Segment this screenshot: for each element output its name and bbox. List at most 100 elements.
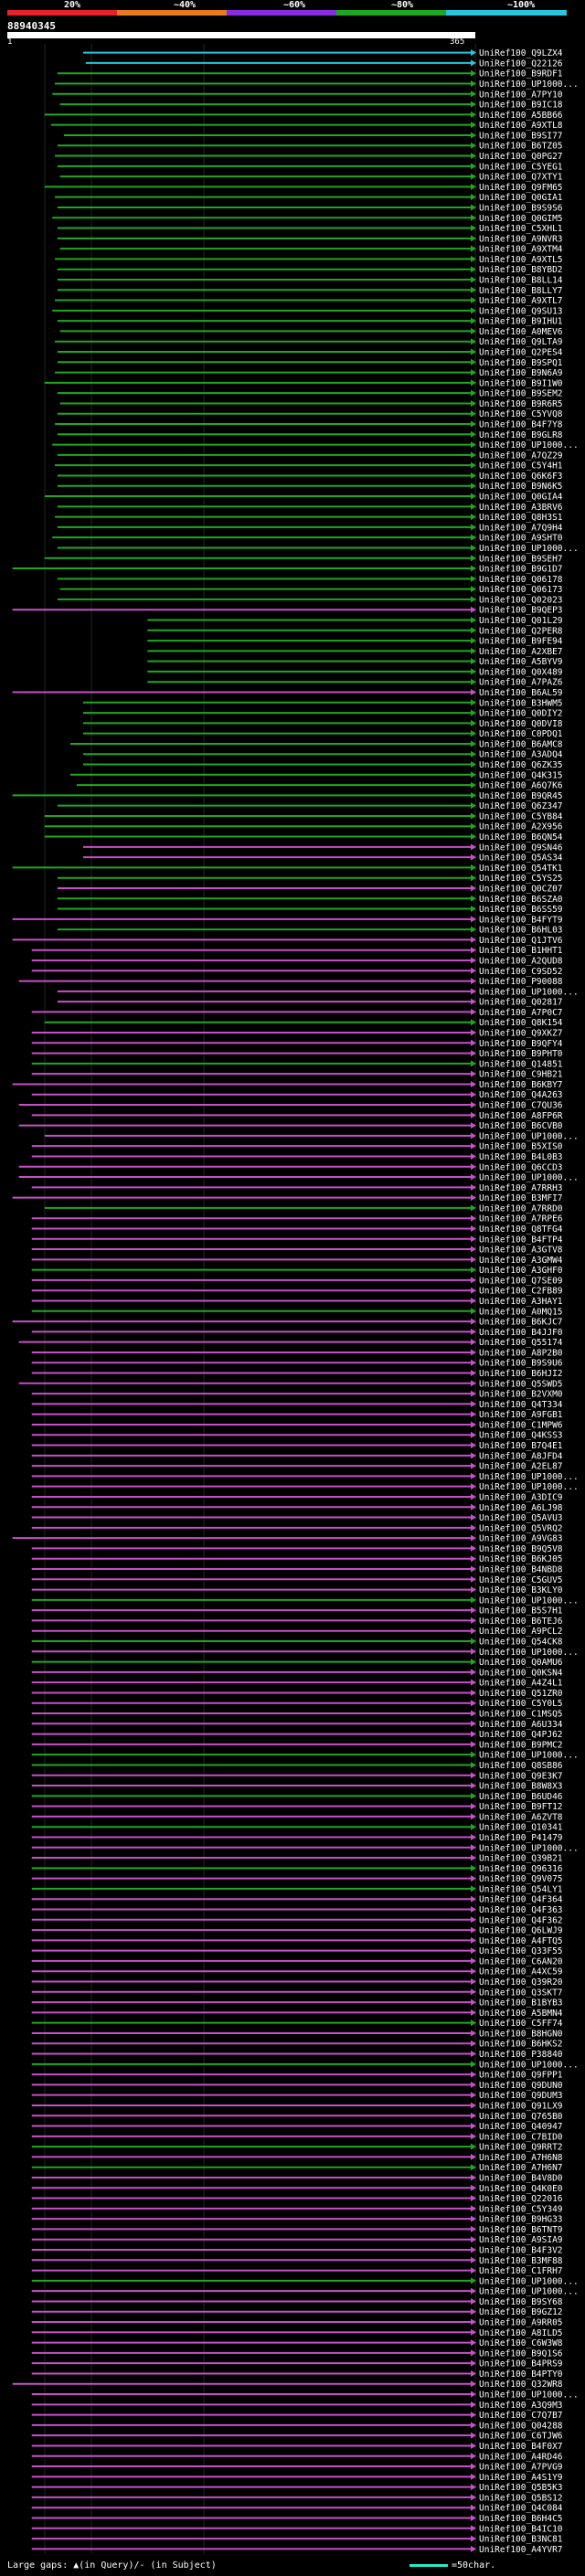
hit-label: UniRef100_B8HGN0 <box>479 2029 563 2039</box>
hit-arrow <box>471 647 476 654</box>
legend-label-60: ~60% <box>283 0 306 10</box>
hit-label: UniRef100_B9PMC2 <box>479 1740 563 1750</box>
hit-arrow <box>471 2267 476 2274</box>
hit-arrow <box>471 235 476 242</box>
hit-arrow <box>471 420 476 428</box>
hit-label: UniRef100_Q9DUM3 <box>479 2091 563 2101</box>
hit-label: UniRef100_Q8TFG4 <box>479 1224 563 1235</box>
hit-arrow <box>471 2401 476 2408</box>
hit-label: UniRef100_A5BB66 <box>479 111 563 121</box>
hit-label: UniRef100_B9SY68 <box>479 2297 563 2307</box>
hit-arrow <box>471 864 476 871</box>
hit-arrow <box>471 1555 476 1563</box>
hit-arrow <box>471 565 476 572</box>
hit-arrow <box>471 2133 476 2140</box>
hit-arrow <box>471 1679 476 1686</box>
hit-label: UniRef100_Q765B0 <box>479 2112 563 2122</box>
hit-label: UniRef100_Q5B5K3 <box>479 2483 563 2493</box>
hit-arrow <box>471 1648 476 1655</box>
hit-arrow <box>471 2318 476 2326</box>
hit-label: UniRef100_Q3SKT7 <box>479 1988 563 1998</box>
hit-label: UniRef100_UP1000... <box>479 544 579 554</box>
legend-bar-cyan <box>446 10 567 16</box>
hit-label: UniRef100_Q4K315 <box>479 770 563 780</box>
hit-arrow <box>471 2019 476 2027</box>
hit-arrow <box>471 286 476 293</box>
hit-arrow <box>471 327 476 334</box>
hit-arrow <box>471 1627 476 1635</box>
hit-label: UniRef100_B8W8X3 <box>479 1782 563 1792</box>
hit-arrow <box>471 1380 476 1387</box>
hit-arrow <box>471 1813 476 1820</box>
hit-label: UniRef100_A7PY10 <box>479 90 563 100</box>
hit-label: UniRef100_Q0GIA4 <box>479 493 563 503</box>
hit-arrow <box>471 503 476 510</box>
hit-arrow <box>471 1978 476 1986</box>
hit-label: UniRef100_Q9RRT2 <box>479 2143 563 2153</box>
hit-arrow <box>471 534 476 541</box>
hit-arrow <box>471 2061 476 2068</box>
hit-arrow <box>471 389 476 397</box>
hit-label: UniRef100_Q5AS34 <box>479 853 563 864</box>
hit-label: UniRef100_Q22126 <box>479 58 563 69</box>
hit-label: UniRef100_Q6ZK35 <box>479 760 563 770</box>
hit-label: UniRef100_Q0PG27 <box>479 152 563 162</box>
hit-arrow <box>471 906 476 913</box>
hit-arrow <box>471 358 476 366</box>
hit-label: UniRef100_Q5AVU3 <box>479 1513 563 1523</box>
hit-label: UniRef100_Q9V075 <box>479 1874 563 1884</box>
hit-arrow <box>471 1370 476 1377</box>
hit-label: UniRef100_B6TNT9 <box>479 2225 563 2235</box>
hit-arrow <box>471 493 476 500</box>
hit-label: UniRef100_B9SI77 <box>479 131 563 141</box>
hit-label: UniRef100_Q4K0E0 <box>479 2184 563 2194</box>
hit-label: UniRef100_Q5SWD5 <box>479 1379 563 1389</box>
hit-label: UniRef100_A3GMW4 <box>479 1256 563 1266</box>
hit-arrow <box>471 1803 476 1810</box>
hit-arrow <box>471 761 476 769</box>
hit-arrow <box>471 1875 476 1882</box>
hit-label: UniRef100_A9NVR3 <box>479 234 563 244</box>
legend-bar-red <box>7 10 117 16</box>
hit-label: UniRef100_B6TZ05 <box>479 142 563 152</box>
hit-arrow <box>471 101 476 108</box>
hit-arrow <box>471 1400 476 1407</box>
hit-label: UniRef100_B6TEJ6 <box>479 1617 563 1627</box>
hit-label: UniRef100_A3GHF0 <box>479 1266 563 1276</box>
hit-arrow <box>471 245 476 252</box>
hit-arrow <box>471 410 476 418</box>
hit-arrow <box>471 183 476 190</box>
hit-arrow <box>471 2184 476 2191</box>
hit-arrow <box>471 1173 476 1181</box>
hit-arrow <box>471 2143 476 2150</box>
hit-label: UniRef100_B9N6K5 <box>479 482 563 492</box>
hit-arrow <box>471 1194 476 1202</box>
hit-label: UniRef100_Q32WR8 <box>479 2380 563 2390</box>
hit-arrow <box>471 266 476 273</box>
hit-label: UniRef100_Q0DVI8 <box>479 719 563 729</box>
hit-arrow <box>471 2277 476 2284</box>
hit-arrow <box>471 875 476 882</box>
hit-arrow <box>471 348 476 355</box>
hit-label: UniRef100_B9PHT0 <box>479 1049 563 1059</box>
hit-arrow <box>471 1080 476 1087</box>
hit-label: UniRef100_A7PAZ6 <box>479 678 563 688</box>
hit-label: UniRef100_B5XIS0 <box>479 1142 563 1152</box>
hit-label: UniRef100_B4F7Y8 <box>479 420 563 430</box>
hit-label: UniRef100_Q9LTA9 <box>479 337 563 347</box>
hit-label: UniRef100_B4PRS9 <box>479 2359 563 2369</box>
hit-arrow <box>471 2308 476 2316</box>
hit-arrow <box>471 2071 476 2078</box>
hit-arrow <box>471 658 476 665</box>
hit-label: UniRef100_Q4C084 <box>479 2504 563 2514</box>
hit-arrow <box>471 1142 476 1150</box>
hit-label: UniRef100_B9QR45 <box>479 791 563 801</box>
hit-label: UniRef100_A0MQ15 <box>479 1307 563 1317</box>
hit-arrow <box>471 2009 476 2016</box>
hit-label: UniRef100_Q4F362 <box>479 1915 563 1925</box>
hit-label: UniRef100_A7RRH3 <box>479 1183 563 1193</box>
hit-label: UniRef100_Q0X489 <box>479 667 563 677</box>
hit-label: UniRef100_UP1000... <box>479 2390 579 2401</box>
hit-arrow <box>471 430 476 438</box>
hit-arrow <box>471 1256 476 1263</box>
